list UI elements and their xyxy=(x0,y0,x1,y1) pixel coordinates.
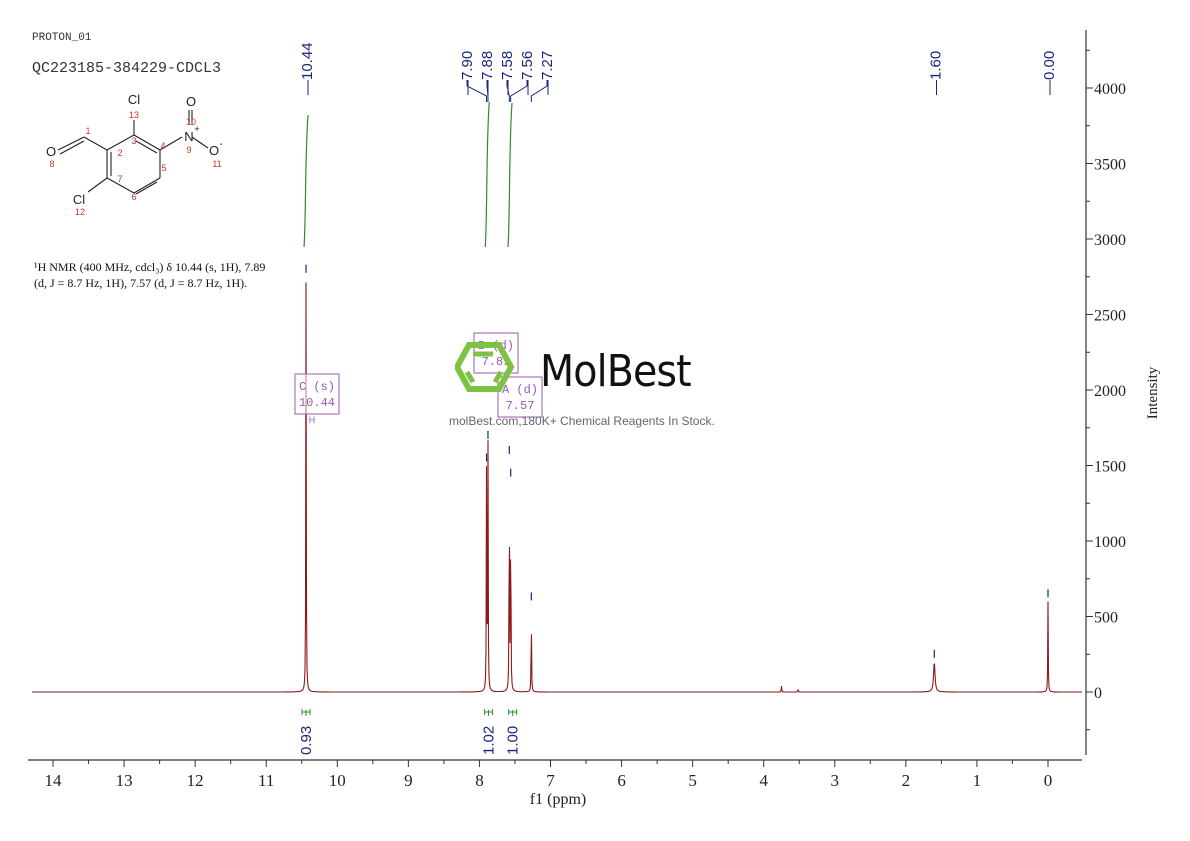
svg-text:7: 7 xyxy=(117,174,122,184)
svg-text:1.02: 1.02 xyxy=(481,726,498,755)
svg-text:11: 11 xyxy=(258,771,274,790)
svg-text:10: 10 xyxy=(186,117,196,127)
svg-text:3500: 3500 xyxy=(1094,157,1126,174)
svg-text:12: 12 xyxy=(187,771,204,790)
nmr-description-line2: (d, J = 8.7 Hz, 1H), 7.57 (d, J = 8.7 Hz… xyxy=(34,276,248,290)
spectrum-trace xyxy=(32,264,1082,693)
y-axis: 0 500 1000 1500 2000 2500 3000 3500 4000 Intensit… xyxy=(1085,30,1161,755)
svg-text:2500: 2500 xyxy=(1094,308,1126,325)
svg-text:4000: 4000 xyxy=(1094,81,1126,98)
svg-text:7.57: 7.57 xyxy=(506,399,535,413)
svg-text:N: N xyxy=(184,129,193,144)
svg-text:9: 9 xyxy=(186,145,191,155)
watermark-brand: MolBest xyxy=(540,346,692,397)
svg-text:2: 2 xyxy=(902,771,911,790)
svg-text:—7.58: —7.58 xyxy=(499,51,516,95)
svg-text:13: 13 xyxy=(116,771,133,790)
svg-text:2000: 2000 xyxy=(1094,383,1126,400)
svg-text:6: 6 xyxy=(617,771,626,790)
svg-text:500: 500 xyxy=(1094,610,1118,627)
peak-labels: —10.44 —7.90 —7.88 —7.58 —7.56 —7.27 —1.60 —0.0… xyxy=(299,42,1058,102)
svg-text:3000: 3000 xyxy=(1094,232,1126,249)
svg-text:—7.88: —7.88 xyxy=(479,51,496,95)
nmr-description: ¹H NMR (400 MHz, cdcl₃) δ 10.44 (s, 1H),… xyxy=(34,259,324,291)
sample-id: QC223185-384229-CDCL3 xyxy=(32,60,222,77)
svg-text:—0.00: —0.00 xyxy=(1041,51,1058,95)
svg-text:7: 7 xyxy=(546,771,555,790)
svg-text:Intensity: Intensity xyxy=(1145,366,1161,419)
x-axis: 14 13 12 11 10 9 8 7 6 5 4 3 2 1 0f1 (ppm) xyxy=(28,759,1082,808)
svg-text:O: O xyxy=(186,94,196,109)
svg-text:1500: 1500 xyxy=(1094,459,1126,476)
svg-text:0: 0 xyxy=(1044,771,1053,790)
svg-text:—7.90: —7.90 xyxy=(459,51,476,95)
molbest-logo-icon xyxy=(455,342,515,392)
svg-text:1: 1 xyxy=(85,126,90,136)
nmr-description-line1: ¹H NMR (400 MHz, cdcl₃) δ 10.44 (s, 1H),… xyxy=(34,260,266,274)
svg-text:9: 9 xyxy=(404,771,413,790)
experiment-name: PROTON_01 xyxy=(32,32,92,44)
svg-text:4: 4 xyxy=(759,771,768,790)
svg-text:14: 14 xyxy=(45,771,63,790)
svg-text:10: 10 xyxy=(329,771,346,790)
svg-text:—7.56: —7.56 xyxy=(519,51,536,95)
svg-text:8: 8 xyxy=(475,771,484,790)
svg-text:Cl: Cl xyxy=(128,92,140,107)
svg-text:5: 5 xyxy=(161,163,166,173)
svg-text:O: O xyxy=(46,144,56,159)
svg-text:5: 5 xyxy=(688,771,697,790)
svg-text:Cl: Cl xyxy=(73,192,85,207)
svg-text:0: 0 xyxy=(1094,685,1102,702)
svg-text:3: 3 xyxy=(831,771,840,790)
svg-text:H: H xyxy=(309,415,316,425)
integral-curves: 0.93 1.02 1.00 xyxy=(298,101,522,755)
svg-text:6: 6 xyxy=(131,192,136,202)
svg-text:13: 13 xyxy=(129,110,139,120)
svg-text:2: 2 xyxy=(117,148,122,158)
svg-text:A (d): A (d) xyxy=(502,383,538,397)
svg-text:—1.60: —1.60 xyxy=(927,51,944,95)
svg-text:1000: 1000 xyxy=(1094,534,1126,551)
svg-text:10.44: 10.44 xyxy=(299,396,335,410)
svg-text:—7.27: —7.27 xyxy=(539,51,556,95)
svg-text:8: 8 xyxy=(49,159,54,169)
svg-text:3: 3 xyxy=(131,136,136,146)
svg-text:11: 11 xyxy=(212,159,221,169)
svg-text:O: O xyxy=(209,143,219,158)
svg-text:4: 4 xyxy=(160,141,165,151)
svg-text:C (s): C (s) xyxy=(299,380,335,394)
svg-text:+: + xyxy=(194,124,199,134)
svg-text:1: 1 xyxy=(973,771,982,790)
svg-text:-: - xyxy=(219,139,222,150)
watermark-tagline: molBest.com,180K+ Chemical Reagents In S… xyxy=(449,414,715,428)
svg-text:1.00: 1.00 xyxy=(505,726,522,755)
svg-text:0.93: 0.93 xyxy=(298,726,315,755)
svg-text:—10.44: —10.44 xyxy=(299,42,316,95)
svg-text:f1 (ppm): f1 (ppm) xyxy=(530,791,586,808)
svg-text:12: 12 xyxy=(75,207,85,217)
